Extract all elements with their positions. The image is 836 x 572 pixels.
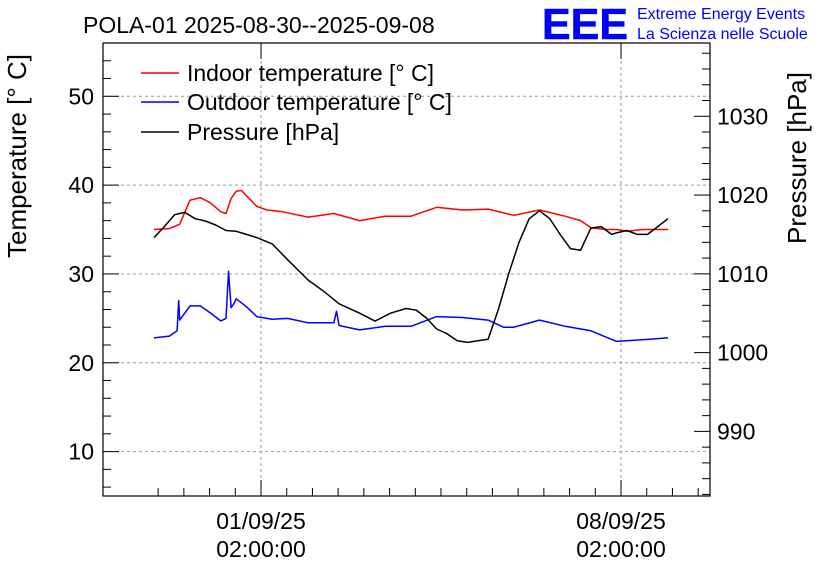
legend-label-pressure: Pressure [hPa] (187, 119, 339, 145)
legend-label-outdoor: Outdoor temperature [° C] (187, 89, 452, 115)
chart-title: POLA-01 2025-08-30--2025-09-08 (83, 12, 435, 38)
eee-logo-letters: EEE (542, 0, 628, 49)
grid (103, 43, 710, 496)
y-tick-label-right-990: 990 (717, 418, 755, 444)
eee-logo-line1: Extreme Energy Events (637, 6, 805, 23)
series-line-0 (153, 189, 668, 233)
y-tick-label-right-1030: 1030 (717, 103, 768, 129)
x-tick-label-time-0: 02:00:00 (216, 536, 306, 562)
y-axis-label-left: Temperature [° C] (2, 54, 32, 258)
y-tick-label-left-40: 40 (68, 172, 94, 198)
eee-logo: EEE Extreme Energy Events La Scienza nel… (542, 0, 808, 49)
y-tick-label-right-1020: 1020 (717, 182, 768, 208)
y-tick-label-left-10: 10 (68, 439, 94, 465)
y-tick-label-left-50: 50 (68, 83, 94, 109)
x-tick-label-date-1: 08/09/25 (576, 508, 666, 534)
plot-frame (102, 42, 711, 497)
legend: Indoor temperature [° C] Outdoor tempera… (141, 60, 452, 145)
x-tick-label-time-1: 02:00:00 (576, 536, 666, 562)
y-tick-label-left-20: 20 (68, 350, 94, 376)
series-line-1 (153, 270, 669, 343)
y-axis-label-right: Pressure [hPa] (782, 72, 812, 244)
x-tick-label-date-0: 01/09/25 (216, 508, 306, 534)
y-tick-label-left-30: 30 (68, 261, 94, 287)
series-line-2 (153, 210, 669, 344)
tick-labels: 1020304050990100010101020103001/09/2502:… (68, 83, 768, 562)
series-layer (153, 189, 669, 344)
eee-logo-line2: La Scienza nelle Scuole (637, 26, 808, 43)
legend-label-indoor: Indoor temperature [° C] (187, 60, 434, 86)
y-tick-label-right-1010: 1010 (717, 261, 768, 287)
ticks (103, 42, 710, 496)
y-tick-label-right-1000: 1000 (717, 340, 768, 366)
